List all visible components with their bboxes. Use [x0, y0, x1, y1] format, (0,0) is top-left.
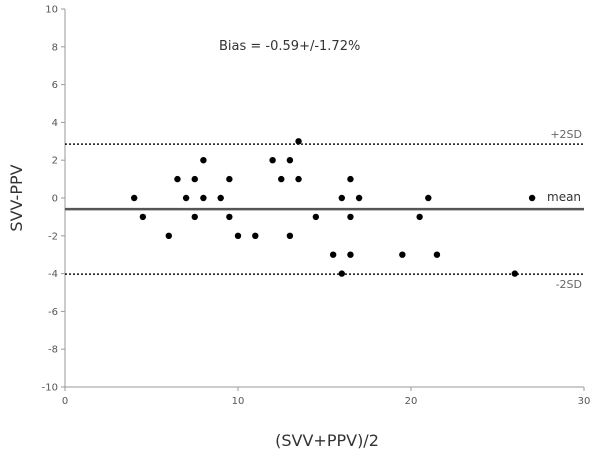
- data-point: [269, 157, 276, 164]
- data-point: [139, 213, 147, 221]
- x-tick-label: 30: [578, 396, 591, 407]
- y-tick-label: -10: [42, 383, 58, 394]
- y-tick-label: 0: [52, 194, 58, 205]
- y-tick-label: -2: [48, 231, 58, 242]
- reference-lines: +2SD mean -2SD: [65, 128, 584, 291]
- data-point: [174, 175, 181, 183]
- data-point: [200, 194, 207, 202]
- data-point: [528, 194, 536, 202]
- y-axis-title: SVV-PPV: [7, 164, 26, 231]
- data-point: [286, 157, 294, 164]
- data-point: [226, 213, 233, 221]
- data-point: [347, 175, 354, 183]
- data-point: [347, 213, 354, 221]
- y-tick-label: -4: [48, 269, 58, 280]
- mean-label: mean: [547, 190, 581, 204]
- x-tick-label: 0: [62, 396, 68, 407]
- data-points: [131, 138, 536, 277]
- data-point: [329, 251, 337, 258]
- x-tick-label: 20: [405, 396, 418, 407]
- y-tick-label: 6: [52, 80, 58, 91]
- data-point: [338, 194, 345, 202]
- data-point: [131, 194, 138, 202]
- data-point: [312, 213, 320, 221]
- x-axis: 0 10 20 30: [62, 387, 591, 407]
- data-point: [295, 138, 302, 145]
- data-point: [511, 270, 518, 277]
- y-tick-label: 10: [45, 5, 58, 16]
- data-point: [191, 213, 198, 221]
- data-point: [200, 157, 207, 164]
- y-tick-label: -8: [48, 345, 58, 356]
- x-tick-label: 10: [232, 396, 245, 407]
- data-point: [425, 194, 432, 202]
- data-point: [347, 251, 354, 258]
- data-point: [286, 232, 294, 239]
- data-point: [338, 270, 345, 277]
- x-axis-title: (SVV+PPV)/2: [275, 431, 379, 450]
- data-point: [433, 251, 441, 258]
- data-point: [278, 175, 285, 183]
- data-point: [252, 232, 259, 239]
- y-tick-label: -6: [48, 307, 58, 318]
- plot-frame: [64, 9, 584, 388]
- y-tick-label: 4: [52, 118, 58, 129]
- data-point: [165, 232, 172, 239]
- data-point: [295, 175, 302, 183]
- minus-2sd-label: -2SD: [556, 278, 582, 291]
- data-point: [399, 251, 406, 258]
- y-tick-label: 8: [52, 42, 58, 53]
- data-point: [191, 175, 198, 183]
- data-point: [217, 194, 224, 202]
- bias-annotation: Bias = -0.59+/-1.72%: [219, 39, 360, 54]
- data-point: [234, 232, 242, 239]
- data-point: [182, 194, 190, 202]
- data-point: [226, 175, 233, 183]
- y-tick-label: 2: [52, 156, 58, 167]
- data-point: [355, 194, 363, 202]
- y-axis: -10 -8 -6 -4 -2 0 2 4 6 8 10: [42, 5, 65, 394]
- plus-2sd-label: +2SD: [550, 128, 582, 141]
- data-point: [416, 213, 423, 221]
